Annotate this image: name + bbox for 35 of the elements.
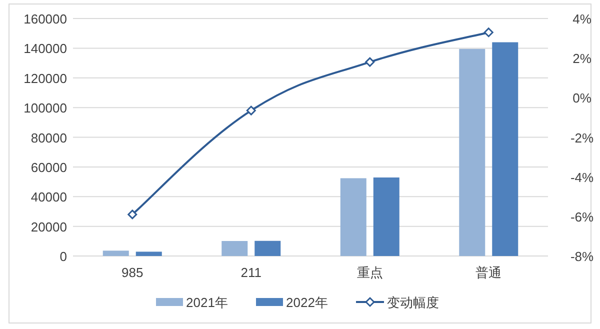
y-tick-label: 100000 xyxy=(24,100,67,116)
x-tick-label: 重点 xyxy=(356,265,383,280)
y-tick-label: 140000 xyxy=(24,41,67,56)
y2-tick-label: -2% xyxy=(570,130,594,146)
y-tick-label: 160000 xyxy=(24,12,67,26)
y2-tick-label: 4% xyxy=(572,12,592,26)
y2-tick-label: 0% xyxy=(572,90,592,106)
y-tick-label: 120000 xyxy=(24,70,67,86)
y-tick-label: 40000 xyxy=(30,190,67,205)
bar xyxy=(222,241,248,256)
x-tick-label: 普通 xyxy=(476,265,502,280)
y-tick-label: 20000 xyxy=(30,219,67,234)
bar xyxy=(254,240,281,256)
y-tick-label: 80000 xyxy=(30,130,67,146)
bar xyxy=(459,48,486,256)
legend-label: 2022年 xyxy=(286,295,328,310)
bar xyxy=(340,178,366,256)
legend-label: 2021年 xyxy=(186,295,228,310)
point xyxy=(365,57,375,67)
x-tick-label: 211 xyxy=(240,265,262,280)
y2-tick-label: -8% xyxy=(570,249,594,264)
x-tick-label: 985 xyxy=(122,265,144,280)
point xyxy=(128,210,138,220)
y2-tick-label: 2% xyxy=(572,51,592,66)
bar xyxy=(492,42,518,256)
bar xyxy=(102,250,129,256)
legend-label: 变动幅度 xyxy=(387,295,439,310)
y2-tick-label: -6% xyxy=(570,209,594,224)
y2-tick-label: -4% xyxy=(570,170,594,185)
y-tick-label: 60000 xyxy=(30,160,67,175)
y-tick-label: 0 xyxy=(60,249,67,264)
point xyxy=(246,106,256,116)
bar xyxy=(136,252,162,256)
point xyxy=(484,28,494,38)
bar xyxy=(373,177,400,256)
